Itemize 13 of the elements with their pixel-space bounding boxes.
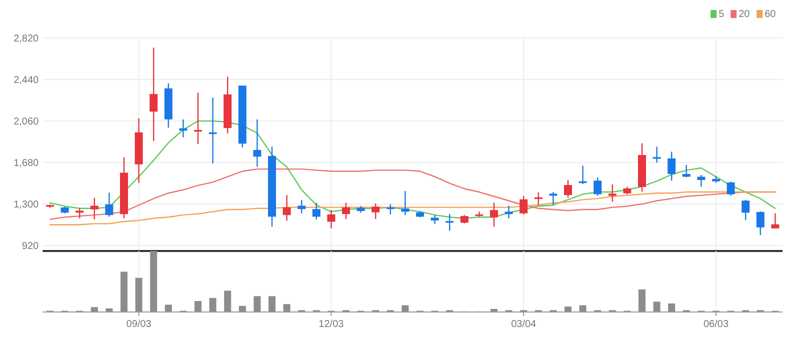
y-tick-label: 2,820 (14, 34, 40, 44)
y-tick-label: 2,060 (14, 116, 40, 128)
y-tick-label: 2,440 (14, 75, 40, 86)
x-tick-label: 06/03 (703, 319, 729, 330)
legend-label: 5 (718, 9, 725, 20)
y-tick-label: 1,680 (14, 158, 40, 170)
x-tick-label: 12/03 (318, 319, 344, 330)
legend-label: 60 (764, 9, 776, 20)
y-tick-label: 1,300 (14, 200, 40, 211)
y-tick-label: 920 (22, 241, 40, 252)
x-tick-label: 09/03 (126, 319, 152, 330)
x-tick-label: 03/04 (511, 319, 537, 330)
legend-label: 20 (738, 9, 750, 20)
